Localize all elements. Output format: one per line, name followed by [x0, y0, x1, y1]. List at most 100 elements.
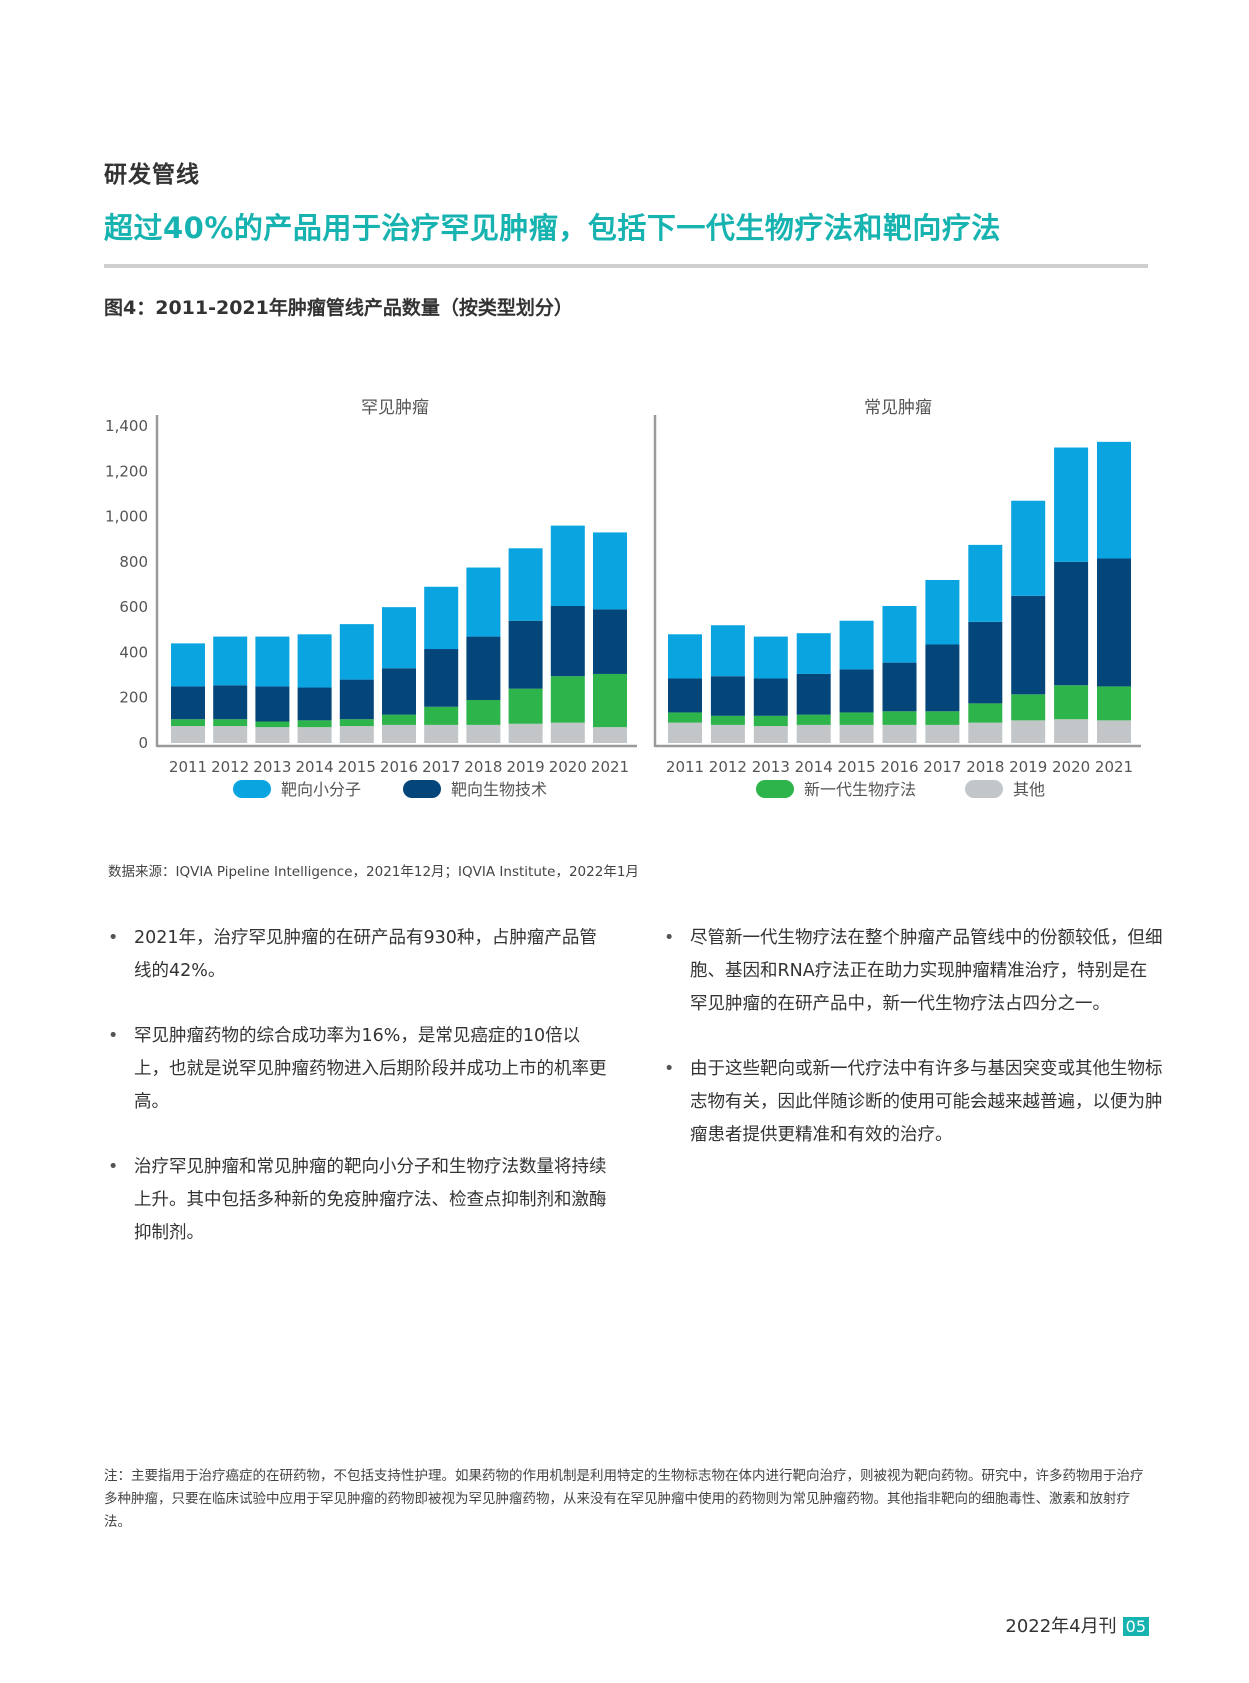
page-headline: 超过40%的产品用于治疗罕见肿瘤，包括下一代生物疗法和靶向疗法	[104, 211, 1001, 245]
bullet-item: 治疗罕见肿瘤和常见肿瘤的靶向小分子和生物疗法数量将持续上升。其中包括多种新的免疫…	[108, 1151, 608, 1250]
y-tick-label: 200	[119, 689, 148, 707]
x-tick-label: 2021	[591, 758, 629, 776]
bar-segment	[297, 727, 332, 743]
bar-segment	[668, 722, 702, 743]
footnote: 注：主要指用于治疗癌症的在研药物，不包括支持性护理。如果药物的作用机制是利用特定…	[104, 1468, 1144, 1530]
x-tick-label: 2014	[296, 758, 334, 776]
bar-segment	[882, 606, 917, 663]
issue-date: 2022年4月刊	[1005, 1616, 1117, 1637]
x-tick-label: 2011	[666, 758, 704, 776]
legend-swatch	[756, 780, 794, 798]
y-tick-label: 0	[138, 734, 148, 752]
bar-segment	[668, 634, 702, 679]
page-number: 05	[1122, 1617, 1149, 1636]
bar-segment	[1054, 447, 1089, 562]
page-footer: 2022年4月刊 05	[1005, 1612, 1149, 1638]
bar-segment	[255, 721, 290, 728]
bar-segment	[710, 625, 745, 677]
left-bullet-column: 2021年，治疗罕见肿瘤的在研产品有930种，占肿瘤产品管线的42%。 罕见肿瘤…	[108, 922, 608, 1282]
bar-segment	[424, 649, 459, 707]
bar-segment	[1097, 558, 1131, 687]
x-tick-label: 2017	[923, 758, 961, 776]
bar-segment	[339, 679, 374, 720]
bar-segment	[796, 724, 831, 743]
bar-segment	[1011, 720, 1046, 743]
bar-segment	[550, 722, 585, 743]
bar-segment	[839, 669, 874, 713]
panel-title: 罕见肿瘤	[361, 398, 429, 418]
x-tick-label: 2020	[1052, 758, 1090, 776]
legend-label: 靶向小分子	[281, 780, 361, 799]
bar-segment	[1097, 686, 1131, 721]
bar-segment	[508, 620, 543, 689]
bar-segment	[1054, 719, 1089, 743]
bullet-item: 由于这些靶向或新一代疗法中有许多与基因突变或其他生物标志物有关，因此伴随诊断的使…	[664, 1053, 1164, 1152]
section-label: 研发管线	[104, 162, 200, 188]
data-source: 数据来源：IQVIA Pipeline Intelligence，2021年12…	[108, 864, 639, 880]
bar-segment	[882, 724, 917, 743]
bar-segment	[382, 724, 416, 743]
bar-segment	[508, 723, 543, 743]
bar-segment	[710, 676, 745, 716]
bar-segment	[466, 567, 501, 637]
x-tick-label: 2014	[795, 758, 833, 776]
bar-segment	[466, 724, 501, 743]
bar-segment	[593, 532, 627, 610]
bar-segment	[550, 525, 585, 607]
bar-segment	[839, 620, 874, 670]
bullet-item: 2021年，治疗罕见肿瘤的在研产品有930种，占肿瘤产品管线的42%。	[108, 922, 608, 988]
x-tick-label: 2016	[880, 758, 918, 776]
bar-segment	[297, 634, 332, 688]
bar-segment	[1054, 685, 1089, 720]
y-tick-label: 400	[119, 643, 148, 661]
legend-label: 其他	[1013, 780, 1045, 799]
x-tick-label: 2016	[380, 758, 418, 776]
bar-segment	[1054, 561, 1089, 686]
bar-segment	[255, 727, 290, 743]
x-tick-label: 2012	[211, 758, 249, 776]
bar-segment	[171, 686, 205, 720]
bar-segment	[466, 699, 501, 725]
bar-segment	[424, 724, 459, 743]
x-tick-label: 2015	[338, 758, 376, 776]
bar-segment	[968, 621, 1003, 704]
y-tick-label: 1,400	[105, 417, 148, 435]
bar-segment	[925, 579, 960, 645]
x-tick-label: 2013	[253, 758, 291, 776]
bar-segment	[466, 636, 501, 700]
bar-segment	[382, 607, 416, 669]
bar-segment	[593, 673, 627, 728]
bar-segment	[171, 726, 205, 743]
legend-swatch	[403, 780, 441, 798]
bar-segment	[508, 548, 543, 621]
right-bullet-column: 尽管新一代生物疗法在整个肿瘤产品管线中的份额较低，但细胞、基因和RNA疗法正在助…	[664, 922, 1164, 1184]
x-tick-label: 2021	[1095, 758, 1133, 776]
bar-segment	[753, 636, 788, 679]
x-tick-label: 2013	[752, 758, 790, 776]
bar-segment	[297, 687, 332, 721]
bar-segment	[710, 724, 745, 743]
bar-segment	[753, 678, 788, 716]
bar-segment	[839, 724, 874, 743]
bar-segment	[550, 606, 585, 677]
bar-segment	[424, 586, 459, 650]
x-tick-label: 2019	[1009, 758, 1047, 776]
bar-segment	[925, 724, 960, 743]
legend-label: 新一代生物疗法	[804, 780, 916, 799]
bar-segment	[1097, 441, 1131, 559]
bar-segment	[1011, 694, 1046, 721]
x-tick-label: 2019	[507, 758, 545, 776]
bar-segment	[339, 726, 374, 743]
bar-segment	[424, 706, 459, 725]
header-divider	[104, 264, 1148, 268]
x-tick-label: 2015	[838, 758, 876, 776]
x-tick-label: 2018	[464, 758, 502, 776]
bar-segment	[796, 714, 831, 725]
legend-swatch	[965, 780, 1003, 798]
bullet-item: 罕见肿瘤药物的综合成功率为16%，是常见癌症的10倍以上，也就是说罕见肿瘤药物进…	[108, 1020, 608, 1119]
bar-segment	[968, 544, 1003, 622]
bar-segment	[796, 633, 831, 674]
bar-segment	[593, 727, 627, 743]
bar-segment	[1011, 595, 1046, 695]
